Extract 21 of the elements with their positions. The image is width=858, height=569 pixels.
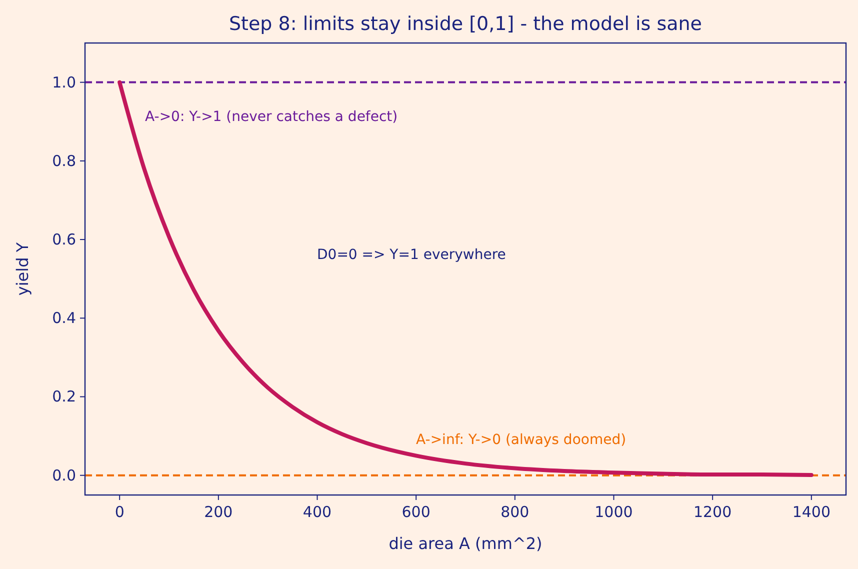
x-tick-label: 200 <box>204 503 233 521</box>
y-tick-label: 0.2 <box>52 388 76 406</box>
line-series <box>118 80 814 477</box>
x-tick-label: 400 <box>302 503 332 521</box>
x-tick-label: 0 <box>114 503 124 521</box>
y-tick-label: 0.6 <box>52 230 76 249</box>
x-axis-title: die area A (mm^2) <box>388 534 542 553</box>
x-tick-label: 1400 <box>792 503 831 521</box>
y-tick-label: 1.0 <box>52 73 76 92</box>
y-tick-label: 0.0 <box>52 466 76 484</box>
y-tick-label: 0.8 <box>52 152 76 170</box>
chart-title: Step 8: limits stay inside [0,1] - the model is sane <box>228 13 702 35</box>
x-tick-label: 1000 <box>594 503 633 521</box>
x-tick-label: 800 <box>500 503 530 521</box>
annotation: A->0: Y->1 (never catches a defect) <box>145 109 398 125</box>
x-tick-label: 600 <box>402 503 430 521</box>
y-tick-label: 0.4 <box>52 309 76 328</box>
annotation: D0=0 => Y=1 everywhere <box>317 247 506 263</box>
x-tick-label: 1200 <box>693 503 732 521</box>
annotation: A->inf: Y->0 (always doomed) <box>416 432 626 448</box>
y-axis-title: yield Y <box>13 242 32 296</box>
